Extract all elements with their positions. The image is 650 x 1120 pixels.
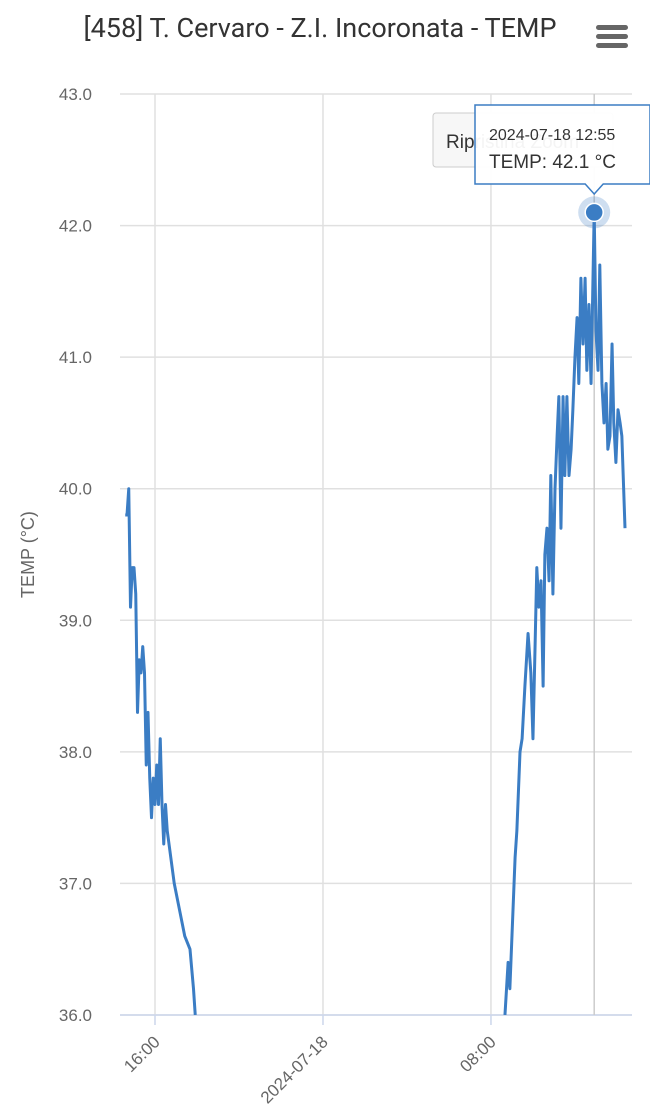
y-tick-label: 42.0 xyxy=(59,217,92,236)
series xyxy=(125,210,627,1015)
y-tick-label: 37.0 xyxy=(59,874,92,893)
tooltip-box xyxy=(474,104,650,196)
chart-title: [458] T. Cervaro - Z.I. Incoronata - TEM… xyxy=(83,12,557,44)
menu-icon[interactable] xyxy=(596,25,628,48)
tooltip-text: TEMP: 42.1 °C xyxy=(489,152,616,173)
menu-bar[interactable] xyxy=(596,25,628,30)
x-tick-label: 16:00 xyxy=(120,1032,164,1076)
labels: 36.0 37.0 38.0 39.0 40.0 41.0 42.0 43.0 16:00 202… xyxy=(18,85,500,1107)
menu-bar[interactable] xyxy=(596,43,628,48)
y-tick-label: 36.0 xyxy=(59,1006,92,1025)
x-tick-label: 08:00 xyxy=(456,1032,500,1076)
menu-bar[interactable] xyxy=(596,34,628,39)
tooltip: 2024-07-18 12:55 TEMP: 42.1 °C xyxy=(474,104,650,229)
y-axis-title: TEMP (°C) xyxy=(18,511,38,598)
y-tick-label: 38.0 xyxy=(59,743,92,762)
hover-point xyxy=(584,202,604,223)
y-tick-label: 41.0 xyxy=(59,348,92,367)
y-tick-label: 40.0 xyxy=(59,480,92,499)
y-tick-label: 43.0 xyxy=(59,85,92,104)
grid xyxy=(120,93,632,1025)
x-tick-label: 2024-07-18 xyxy=(257,1032,332,1107)
y-tick-label: 39.0 xyxy=(59,611,92,630)
series-line xyxy=(125,210,627,1015)
tooltip-title: 2024-07-18 12:55 xyxy=(489,127,615,144)
